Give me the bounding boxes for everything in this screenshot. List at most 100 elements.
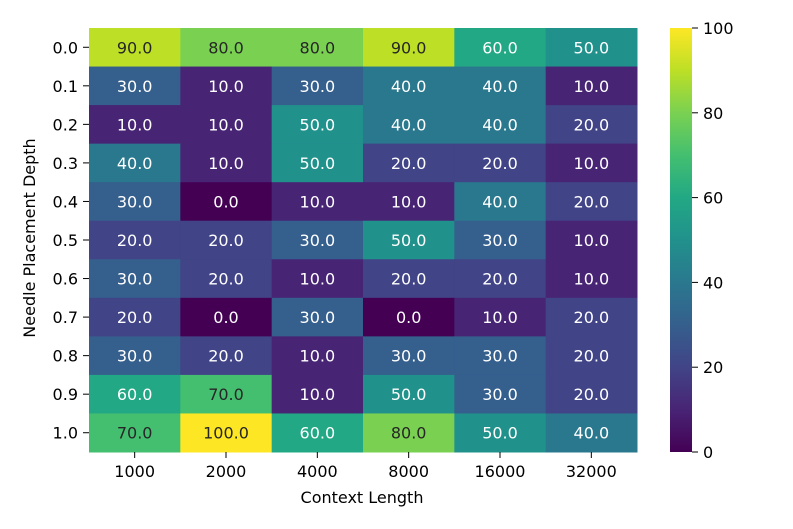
- heatmap-cell-r5-c2: [271, 220, 364, 260]
- heatmap-cell-r5-c4: [454, 220, 547, 260]
- cell-label-r10-c1: 100.0: [203, 424, 249, 443]
- cell-label-r3-c0: 40.0: [117, 154, 153, 173]
- heatmap-cell-r0-c2: [271, 28, 364, 68]
- y-tick-label-4: 0.4: [53, 192, 78, 211]
- heatmap-cell-r4-c5: [545, 182, 638, 222]
- heatmap-cell-r9-c2: [271, 374, 364, 414]
- x-tick-label-2: 4000: [297, 462, 338, 481]
- cell-label-r1-c5: 10.0: [574, 77, 610, 96]
- y-tick-label-2: 0.2: [53, 115, 78, 134]
- cell-label-r9-c0: 60.0: [117, 385, 153, 404]
- heatmap-cell-r3-c2: [271, 143, 364, 183]
- heatmap-cell-r8-c3: [363, 336, 455, 376]
- heatmap-cell-r1-c4: [454, 66, 547, 106]
- heatmap-cell-r7-c3: [363, 297, 455, 337]
- heatmap-cell-r7-c1: [180, 297, 273, 337]
- y-tick-label-9: 0.9: [53, 385, 78, 404]
- heatmap-cell-r10-c2: [271, 413, 364, 453]
- cell-label-r6-c5: 10.0: [574, 270, 610, 289]
- cell-label-r10-c0: 70.0: [117, 424, 153, 443]
- heatmap-cell-r10-c1: [180, 413, 273, 453]
- cell-label-r9-c1: 70.0: [208, 385, 244, 404]
- x-axis-title: Context Length: [301, 488, 424, 507]
- cell-label-r9-c5: 20.0: [574, 385, 610, 404]
- heatmap-cell-r9-c5: [545, 374, 638, 414]
- heatmap-cell-r10-c0: [89, 413, 181, 453]
- y-tick-label-3: 0.3: [53, 154, 78, 173]
- cell-label-r6-c0: 30.0: [117, 270, 153, 289]
- x-tick-label-5: 32000: [566, 462, 617, 481]
- heatmap-cell-r10-c3: [363, 413, 455, 453]
- heatmap-cell-r5-c1: [180, 220, 273, 260]
- cell-label-r10-c5: 40.0: [574, 424, 610, 443]
- cell-label-r5-c3: 50.0: [391, 231, 427, 250]
- heatmap-cell-r9-c0: [89, 374, 181, 414]
- heatmap-cell-r6-c5: [545, 259, 638, 299]
- heatmap-cell-r5-c0: [89, 220, 181, 260]
- cell-label-r7-c4: 10.0: [482, 308, 518, 327]
- cell-label-r8-c1: 20.0: [208, 347, 244, 366]
- y-axis-title: Needle Placement Depth: [20, 138, 39, 337]
- cell-label-r10-c3: 80.0: [391, 424, 427, 443]
- cell-label-r1-c1: 10.0: [208, 77, 244, 96]
- heatmap-cell-r7-c5: [545, 297, 638, 337]
- colorbar-tick-label-1: 20: [703, 358, 723, 377]
- heatmap-cells: [89, 28, 638, 453]
- heatmap-cell-r7-c2: [271, 297, 364, 337]
- heatmap-cell-r2-c0: [89, 105, 181, 145]
- heatmap-cell-r6-c1: [180, 259, 273, 299]
- cell-label-r3-c5: 10.0: [574, 154, 610, 173]
- heatmap-cell-r5-c3: [363, 220, 455, 260]
- heatmap-cell-r1-c5: [545, 66, 638, 106]
- heatmap-cell-r4-c4: [454, 182, 547, 222]
- cell-label-r0-c1: 80.0: [208, 38, 244, 57]
- cell-label-r6-c4: 20.0: [482, 270, 518, 289]
- cell-label-r5-c4: 30.0: [482, 231, 518, 250]
- heatmap-cell-r6-c2: [271, 259, 364, 299]
- cell-label-r9-c2: 10.0: [300, 385, 336, 404]
- cell-label-r5-c5: 10.0: [574, 231, 610, 250]
- heatmap-cell-r6-c0: [89, 259, 181, 299]
- cell-label-r3-c4: 20.0: [482, 154, 518, 173]
- cell-label-r2-c3: 40.0: [391, 115, 427, 134]
- heatmap-cell-r0-c3: [363, 28, 455, 68]
- heatmap-cell-r0-c1: [180, 28, 273, 68]
- cell-label-r3-c1: 10.0: [208, 154, 244, 173]
- cell-label-r4-c4: 40.0: [482, 192, 518, 211]
- heatmap-cell-r8-c5: [545, 336, 638, 376]
- heatmap-cell-r1-c3: [363, 66, 455, 106]
- heatmap-cell-r7-c0: [89, 297, 181, 337]
- x-axis: 1000 2000 4000 8000 16000 32000: [114, 452, 617, 481]
- cell-label-r10-c4: 50.0: [482, 424, 518, 443]
- heatmap-cell-r7-c4: [454, 297, 547, 337]
- y-tick-label-8: 0.8: [53, 347, 78, 366]
- heatmap-cell-r9-c4: [454, 374, 547, 414]
- heatmap-cell-r1-c1: [180, 66, 273, 106]
- heatmap-cell-r2-c5: [545, 105, 638, 145]
- colorbar-tick-label-4: 80: [703, 104, 723, 123]
- cell-label-r8-c4: 30.0: [482, 347, 518, 366]
- cell-label-r8-c0: 30.0: [117, 347, 153, 366]
- cell-label-r5-c1: 20.0: [208, 231, 244, 250]
- cell-label-r7-c3: 0.0: [396, 308, 421, 327]
- heatmap-cell-r5-c5: [545, 220, 638, 260]
- heatmap-cell-r8-c0: [89, 336, 181, 376]
- cell-label-r2-c0: 10.0: [117, 115, 153, 134]
- cell-label-r0-c3: 90.0: [391, 38, 427, 57]
- cell-label-r6-c2: 10.0: [300, 270, 336, 289]
- heatmap-cell-r10-c5: [545, 413, 638, 453]
- cell-label-r1-c3: 40.0: [391, 77, 427, 96]
- colorbar-tick-label-2: 40: [703, 273, 723, 292]
- heatmap-cell-r10-c4: [454, 413, 547, 453]
- heatmap-cell-r6-c3: [363, 259, 455, 299]
- cell-label-r8-c3: 30.0: [391, 347, 427, 366]
- heatmap-cell-r4-c3: [363, 182, 455, 222]
- cell-label-r6-c3: 20.0: [391, 270, 427, 289]
- heatmap-cell-r9-c1: [180, 374, 273, 414]
- heatmap-cell-r4-c1: [180, 182, 273, 222]
- cell-label-r5-c2: 30.0: [300, 231, 336, 250]
- y-axis: 0.0 0.1 0.2 0.3 0.4 0.5 0.6 0.7 0.8 0.9 1.0: [53, 38, 89, 443]
- cell-label-r7-c2: 30.0: [300, 308, 336, 327]
- cell-label-r3-c2: 50.0: [300, 154, 336, 173]
